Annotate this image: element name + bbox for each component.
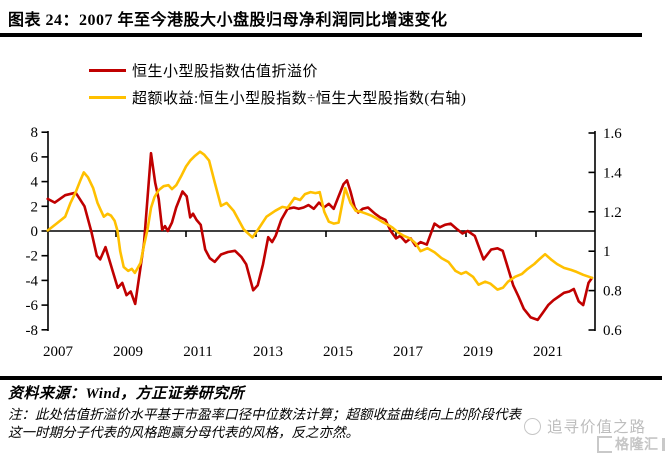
source-line: 资料来源：Wind，方正证券研究所 [8,386,245,402]
svg-text:2007: 2007 [43,344,74,360]
svg-text:0.8: 0.8 [603,284,622,300]
brand-logo-icon [597,435,612,453]
svg-text:2021: 2021 [533,344,563,360]
svg-text:-4: -4 [26,273,39,289]
svg-text:1.6: 1.6 [603,126,622,142]
brand-logo: 格隆汇 [597,434,665,454]
figure-title: 图表 24：2007 年至今港股大小盘股归母净利润同比增速变化 [8,12,448,29]
brand-logo-text: 格隆汇 [615,438,659,453]
svg-text:2019: 2019 [463,344,493,360]
legend-label: 超额收益:恒生小型股指数÷恒生大型股指数(右轴) [132,91,467,107]
svg-text:-2: -2 [26,249,39,265]
title-divider [0,33,642,37]
watermark-text: 追寻价值之路 [547,419,647,436]
svg-text:-8: -8 [26,323,39,339]
chart-legend: 恒生小型股指数估值折溢价 超额收益:恒生小型股指数÷恒生大型股指数(右轴) [89,57,466,111]
note-line-2: 这一时期分子代表的风格跑赢分母代表的风格，反之亦然。 [8,425,359,440]
svg-text:2011: 2011 [183,344,212,360]
svg-text:0.6: 0.6 [603,323,622,339]
svg-text:4: 4 [31,175,39,191]
watermark: 追寻价值之路 [524,415,646,437]
svg-text:-6: -6 [26,298,39,314]
svg-text:2013: 2013 [253,344,283,360]
svg-text:0: 0 [31,224,39,240]
legend-item-premium: 恒生小型股指数估值折溢价 [89,57,466,84]
legend-label: 恒生小型股指数估值折溢价 [132,64,319,80]
svg-text:2015: 2015 [323,344,353,360]
svg-text:2009: 2009 [113,344,143,360]
red-line-swatch-icon [89,69,126,72]
svg-text:1.4: 1.4 [603,165,622,181]
footer-divider [0,376,662,380]
svg-text:2: 2 [31,199,39,215]
note-line-1: 注：此处估值折溢价水平基于市盈率口径中位数法计算；超额收益曲线向上的阶段代表 [8,407,521,422]
yellow-line-swatch-icon [89,96,126,99]
legend-item-excess-return: 超额收益:恒生小型股指数÷恒生大型股指数(右轴) [89,84,466,111]
watermark-face-icon [524,417,541,435]
svg-text:2017: 2017 [393,344,424,360]
brand-logo-bar-icon [661,437,665,451]
svg-text:1: 1 [603,244,611,260]
svg-text:1.2: 1.2 [603,205,622,221]
svg-text:8: 8 [31,125,39,141]
svg-text:6: 6 [31,150,39,166]
